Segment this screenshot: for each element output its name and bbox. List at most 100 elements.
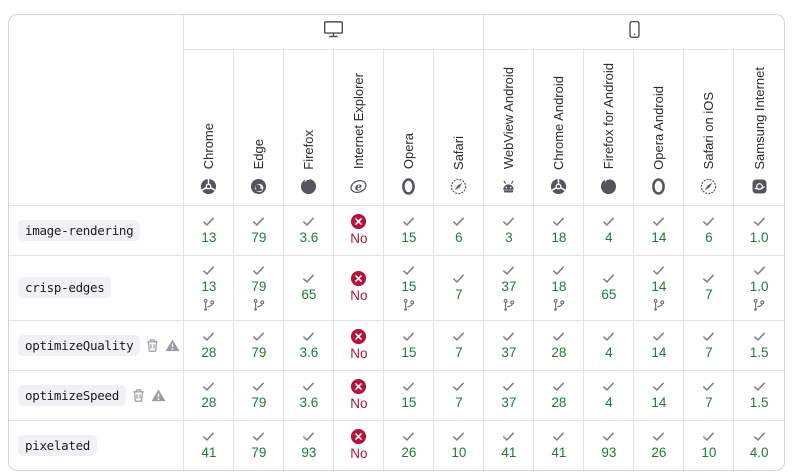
browser-column-firefox-for-android: Firefox for Android	[583, 49, 634, 205]
support-cell[interactable]: 79	[233, 204, 284, 256]
support-cell[interactable]: 15	[383, 204, 434, 256]
browser-column-safari-on-ios: Safari on iOS	[683, 49, 734, 205]
check-icon	[201, 329, 216, 344]
support-cell[interactable]: 28	[183, 370, 234, 421]
support-cell[interactable]: 18	[533, 254, 584, 321]
version-text: 4	[605, 395, 613, 411]
support-cell[interactable]: 7	[433, 254, 484, 321]
support-cell[interactable]: 41	[183, 420, 234, 471]
support-cell[interactable]: 79	[233, 420, 284, 471]
support-cell[interactable]: 37	[483, 254, 534, 321]
browser-name: Safari	[451, 135, 467, 170]
browser-name: Opera	[401, 133, 417, 170]
version-text: 15	[401, 278, 417, 294]
check-icon	[301, 379, 316, 394]
support-cell[interactable]: 4	[583, 204, 634, 256]
support-cell[interactable]: No	[333, 204, 384, 256]
cross-icon	[350, 428, 367, 445]
support-cell[interactable]: 41	[533, 420, 584, 471]
support-cell[interactable]: 7	[683, 319, 734, 371]
support-cell[interactable]: 6	[433, 204, 484, 256]
version-text: 4	[605, 344, 613, 360]
version-text: 13	[201, 229, 217, 245]
support-cell[interactable]: 3.6	[283, 319, 334, 371]
support-cell[interactable]: No	[333, 254, 384, 321]
support-cell[interactable]: No	[333, 319, 384, 371]
mobile-icon	[628, 20, 641, 43]
version-text: 18	[551, 278, 567, 294]
support-cell[interactable]: 37	[483, 319, 534, 371]
support-cell[interactable]: 26	[383, 420, 434, 471]
support-cell[interactable]: 79	[233, 319, 284, 371]
browser-column-safari: Safari	[433, 49, 484, 205]
check-icon	[701, 329, 716, 344]
support-cell[interactable]: 7	[683, 254, 734, 321]
support-cell[interactable]: 3.6	[283, 370, 334, 421]
browser-name: Firefox for Android	[601, 63, 617, 170]
support-cell[interactable]: 65	[583, 254, 634, 321]
browser-column-chrome-android: Chrome Android	[533, 49, 584, 205]
version-text: No	[350, 345, 368, 361]
support-cell[interactable]: 79	[233, 370, 284, 421]
support-cell[interactable]: 14	[633, 204, 684, 256]
support-cell[interactable]: 1.0	[733, 204, 784, 256]
support-cell[interactable]: 6	[683, 204, 734, 256]
check-icon	[551, 263, 566, 278]
version-text: 4	[605, 229, 613, 245]
check-icon	[501, 214, 516, 229]
support-cell[interactable]: 28	[533, 319, 584, 371]
browser-column-firefox: Firefox	[283, 49, 334, 205]
support-cell[interactable]: 37	[483, 370, 534, 421]
version-text: 41	[501, 445, 517, 461]
support-cell[interactable]: 41	[483, 420, 534, 471]
support-cell[interactable]: 7	[433, 370, 484, 421]
support-cell[interactable]: 14	[633, 370, 684, 421]
support-cell[interactable]: 14	[633, 254, 684, 321]
browser-name: Samsung Internet	[751, 66, 767, 170]
support-cell[interactable]: 7	[683, 370, 734, 421]
version-text: 3.6	[299, 344, 319, 360]
support-cell[interactable]: 15	[383, 254, 434, 321]
support-cell[interactable]: 15	[383, 319, 434, 371]
support-cell[interactable]: 65	[283, 254, 334, 321]
support-cell[interactable]: 26	[633, 420, 684, 471]
version-text: 7	[455, 395, 463, 411]
check-icon	[601, 329, 616, 344]
support-cell[interactable]: 1.5	[733, 370, 784, 421]
safari-icon	[450, 178, 467, 196]
support-cell[interactable]: 7	[433, 319, 484, 371]
support-cell[interactable]: 93	[583, 420, 634, 471]
support-cell[interactable]: 13	[183, 204, 234, 256]
support-cell[interactable]: 15	[383, 370, 434, 421]
support-cell[interactable]: 4	[583, 319, 634, 371]
check-icon	[701, 214, 716, 229]
support-cell[interactable]: 3	[483, 204, 534, 256]
version-text: 14	[651, 344, 667, 360]
feature-label-cell: crisp-edges	[9, 254, 184, 321]
support-cell[interactable]: 1.0	[733, 254, 784, 321]
prefix-icon	[502, 298, 516, 312]
support-cell[interactable]: 79	[233, 254, 284, 321]
support-cell[interactable]: 18	[533, 204, 584, 256]
version-text: 7	[705, 344, 713, 360]
support-cell[interactable]: No	[333, 370, 384, 421]
support-cell[interactable]: 3.6	[283, 204, 334, 256]
support-cell[interactable]: 4.0	[733, 420, 784, 471]
support-cell[interactable]: 13	[183, 254, 234, 321]
support-cell[interactable]: 10	[683, 420, 734, 471]
version-text: 1.0	[749, 229, 769, 245]
support-cell[interactable]: 1.5	[733, 319, 784, 371]
feature-name: crisp-edges	[18, 277, 112, 299]
support-cell[interactable]: 28	[183, 319, 234, 371]
version-text: 79	[251, 445, 267, 461]
version-text: 15	[401, 344, 417, 360]
support-cell[interactable]: No	[333, 420, 384, 471]
support-cell[interactable]: 93	[283, 420, 334, 471]
check-icon	[701, 379, 716, 394]
support-cell[interactable]: 28	[533, 370, 584, 421]
support-cell[interactable]: 4	[583, 370, 634, 421]
trash-icon	[131, 388, 146, 403]
support-cell[interactable]: 14	[633, 319, 684, 371]
check-icon	[301, 329, 316, 344]
support-cell[interactable]: 10	[433, 420, 484, 471]
